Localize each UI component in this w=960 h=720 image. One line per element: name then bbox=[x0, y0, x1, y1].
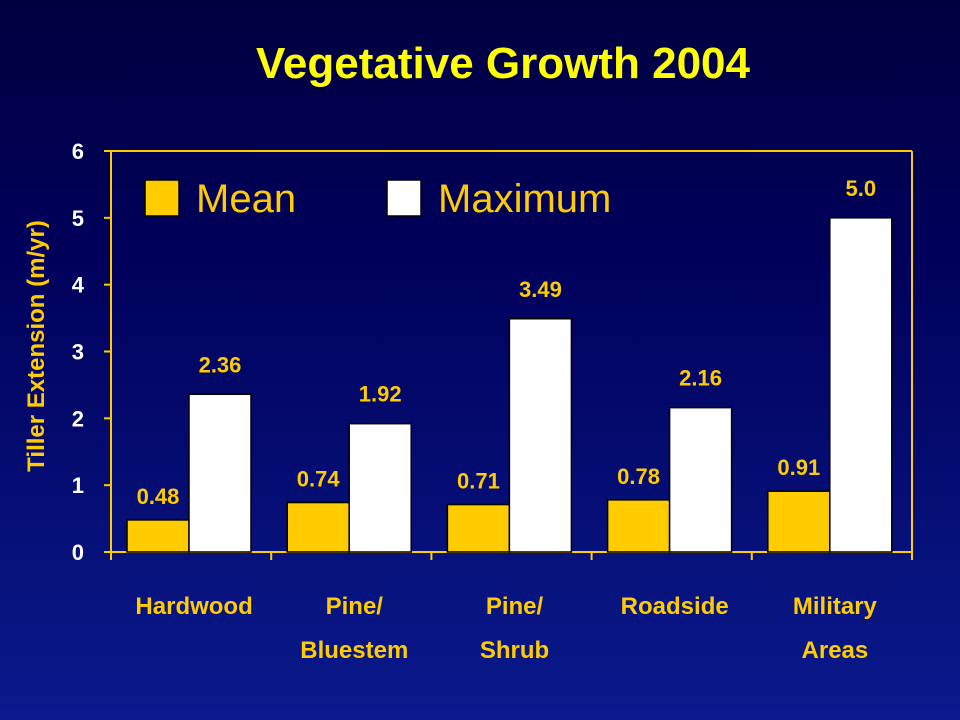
x-tick-label: Hardwood bbox=[135, 593, 252, 620]
y-tick-label: 6 bbox=[72, 139, 84, 164]
bar-mean-1 bbox=[286, 501, 350, 553]
x-tick-label: Pine/ bbox=[326, 593, 384, 620]
legend-label-maximum: Maximum bbox=[438, 177, 611, 221]
y-tick-label: 2 bbox=[72, 406, 84, 431]
y-tick-label: 5 bbox=[72, 206, 84, 231]
y-tick-label: 0 bbox=[72, 540, 84, 565]
legend-swatch-maximum bbox=[386, 179, 422, 217]
data-label-maximum: 2.36 bbox=[199, 352, 242, 377]
data-label-mean: 0.48 bbox=[137, 484, 180, 509]
x-tick-label: Bluestem bbox=[300, 637, 408, 664]
y-tick-label: 3 bbox=[72, 340, 84, 365]
bar-maximum-2 bbox=[508, 318, 573, 553]
data-label-mean: 0.78 bbox=[617, 464, 660, 489]
data-label-maximum: 1.92 bbox=[359, 382, 402, 407]
bar-maximum-4 bbox=[829, 217, 893, 553]
data-label-mean: 0.91 bbox=[777, 455, 820, 480]
x-tick-label: Areas bbox=[802, 637, 869, 664]
bar-mean-2 bbox=[446, 503, 511, 553]
data-label-mean: 0.71 bbox=[457, 469, 500, 494]
data-label-maximum: 5.0 bbox=[846, 176, 877, 201]
bar-maximum-0 bbox=[188, 393, 252, 553]
bar-mean-3 bbox=[606, 499, 671, 553]
data-label-mean: 0.74 bbox=[297, 467, 341, 492]
y-tick-label: 4 bbox=[72, 273, 85, 298]
data-label-maximum: 2.16 bbox=[679, 366, 722, 391]
chart-title: Vegetative Growth 2004 bbox=[256, 39, 751, 88]
y-tick-label: 1 bbox=[72, 473, 84, 498]
x-tick-label: Pine/ bbox=[486, 593, 544, 620]
plot-area: 0 1 2 3 4 5 6 0.48 2.36 Hardwood 0.74 1.92 Pine/Blue… bbox=[72, 139, 913, 664]
x-tick-label: Military bbox=[793, 593, 878, 620]
y-axis-label: Tiller Extension (m/yr) bbox=[23, 220, 50, 472]
x-tick-label: Roadside bbox=[621, 593, 729, 620]
bar-maximum-3 bbox=[668, 406, 733, 553]
legend-swatch-mean bbox=[144, 179, 180, 217]
data-label-maximum: 3.49 bbox=[519, 277, 562, 302]
bar-mean-4 bbox=[767, 490, 831, 553]
x-tick-label: Shrub bbox=[480, 637, 549, 664]
legend-label-mean: Mean bbox=[196, 177, 296, 221]
bar-maximum-1 bbox=[348, 422, 412, 553]
bar-mean-0 bbox=[126, 519, 190, 553]
